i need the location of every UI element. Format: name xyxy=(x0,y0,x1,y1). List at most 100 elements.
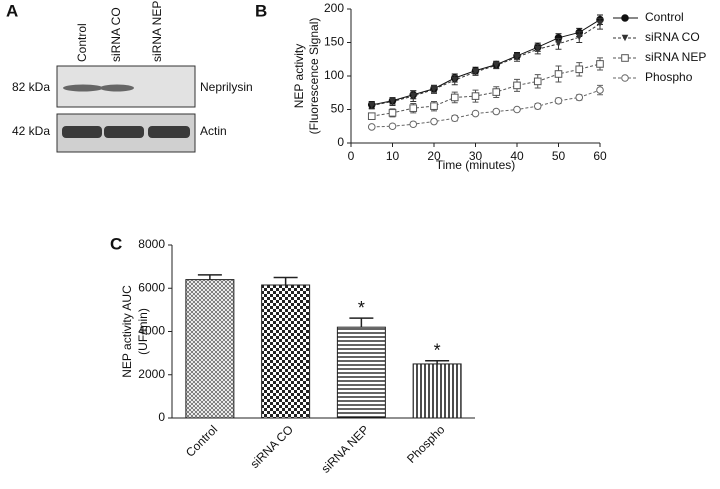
marker xyxy=(450,114,459,123)
y-tick-label: 8000 xyxy=(138,237,165,251)
y-tick-label: 4000 xyxy=(138,324,165,338)
x-tick-label: 10 xyxy=(386,149,400,163)
marker xyxy=(575,65,584,74)
band xyxy=(104,126,144,138)
size-label: 42 kDa xyxy=(12,124,50,138)
x-tick-label: 40 xyxy=(510,149,524,163)
legend-label: siRNA NEP xyxy=(645,50,706,64)
marker xyxy=(596,20,604,28)
band xyxy=(63,84,103,92)
marker xyxy=(575,93,584,102)
x-tick-label: 0 xyxy=(348,149,355,163)
marker xyxy=(409,92,417,100)
y-tick-label: 50 xyxy=(331,102,345,116)
size-label: 82 kDa xyxy=(12,80,50,94)
error-bar xyxy=(349,317,374,328)
marker xyxy=(388,122,397,131)
marker xyxy=(367,123,376,131)
marker xyxy=(368,102,376,109)
y-tick-label: 0 xyxy=(337,135,344,149)
axis xyxy=(350,9,600,144)
x-tick-label: Phospho xyxy=(404,422,448,466)
marker xyxy=(430,102,438,110)
legend-label: Phospho xyxy=(645,70,693,84)
marker xyxy=(513,81,521,90)
blot xyxy=(56,65,196,153)
y-axis-title: NEP activity AUC xyxy=(120,285,134,378)
marker xyxy=(492,61,500,69)
x-tick-label: siRNA CO xyxy=(247,422,296,471)
bar xyxy=(336,326,386,419)
marker xyxy=(554,70,563,78)
marker xyxy=(451,76,459,84)
y-tick-label: 200 xyxy=(324,1,344,15)
error-bar xyxy=(273,276,298,286)
marker xyxy=(450,93,459,102)
protein-label: Actin xyxy=(200,124,227,138)
legend-marker xyxy=(621,54,629,62)
marker xyxy=(409,120,418,129)
lane-label: Control xyxy=(75,23,89,62)
marker xyxy=(492,107,501,116)
band xyxy=(100,84,134,92)
marker xyxy=(471,109,480,118)
bar xyxy=(261,284,311,419)
marker xyxy=(389,98,396,105)
panel-label: C xyxy=(110,234,122,253)
marker xyxy=(492,88,501,96)
marker xyxy=(555,40,562,48)
series-line xyxy=(371,23,601,106)
significance-marker: * xyxy=(358,298,365,318)
bar xyxy=(185,279,235,419)
legend-label: siRNA CO xyxy=(645,30,700,44)
marker xyxy=(430,86,438,93)
legend-marker xyxy=(621,74,629,82)
marker xyxy=(430,117,438,126)
marker xyxy=(471,92,480,100)
lane-label: siRNA NEP xyxy=(150,1,164,62)
marker xyxy=(367,112,376,121)
x-tick-label: 50 xyxy=(552,149,566,163)
marker xyxy=(409,104,418,112)
bar xyxy=(412,363,462,419)
y-tick-label: 150 xyxy=(324,35,344,49)
marker xyxy=(534,45,542,53)
y-axis-title: (Fluorescence Signal) xyxy=(307,18,321,135)
marker xyxy=(533,77,542,86)
marker xyxy=(472,68,479,76)
lane-label: siRNA CO xyxy=(109,7,123,62)
series-line xyxy=(371,63,601,117)
marker xyxy=(533,102,542,110)
x-tick-label: siRNA NEP xyxy=(318,422,371,475)
marker xyxy=(513,105,521,114)
y-tick-label: 100 xyxy=(324,68,344,82)
panel-label: B xyxy=(255,1,267,20)
y-axis-title: (UF/min) xyxy=(136,308,150,355)
x-tick-label: Control xyxy=(183,422,220,459)
x-tick-label: 30 xyxy=(469,149,483,163)
x-tick-label: 20 xyxy=(427,149,441,163)
marker xyxy=(554,96,563,105)
error-bar xyxy=(425,359,450,364)
y-axis-title: NEP activity xyxy=(292,44,306,108)
marker xyxy=(596,86,604,94)
y-tick-label: 0 xyxy=(158,410,165,424)
x-tick-label: 60 xyxy=(593,149,607,163)
band xyxy=(148,126,190,138)
series-line xyxy=(371,89,601,128)
panel-label: A xyxy=(6,1,18,20)
marker xyxy=(513,53,521,61)
marker xyxy=(388,109,397,117)
series-line xyxy=(371,19,601,106)
band xyxy=(62,126,102,138)
legend-marker xyxy=(621,14,629,22)
legend-marker xyxy=(621,34,629,42)
x-axis-title: Time (minutes) xyxy=(436,158,516,172)
y-tick-label: 6000 xyxy=(138,280,165,294)
marker xyxy=(596,60,604,68)
legend-label: Control xyxy=(645,10,684,24)
protein-label: Neprilysin xyxy=(200,80,253,94)
marker xyxy=(575,33,583,41)
error-bar xyxy=(197,274,222,280)
